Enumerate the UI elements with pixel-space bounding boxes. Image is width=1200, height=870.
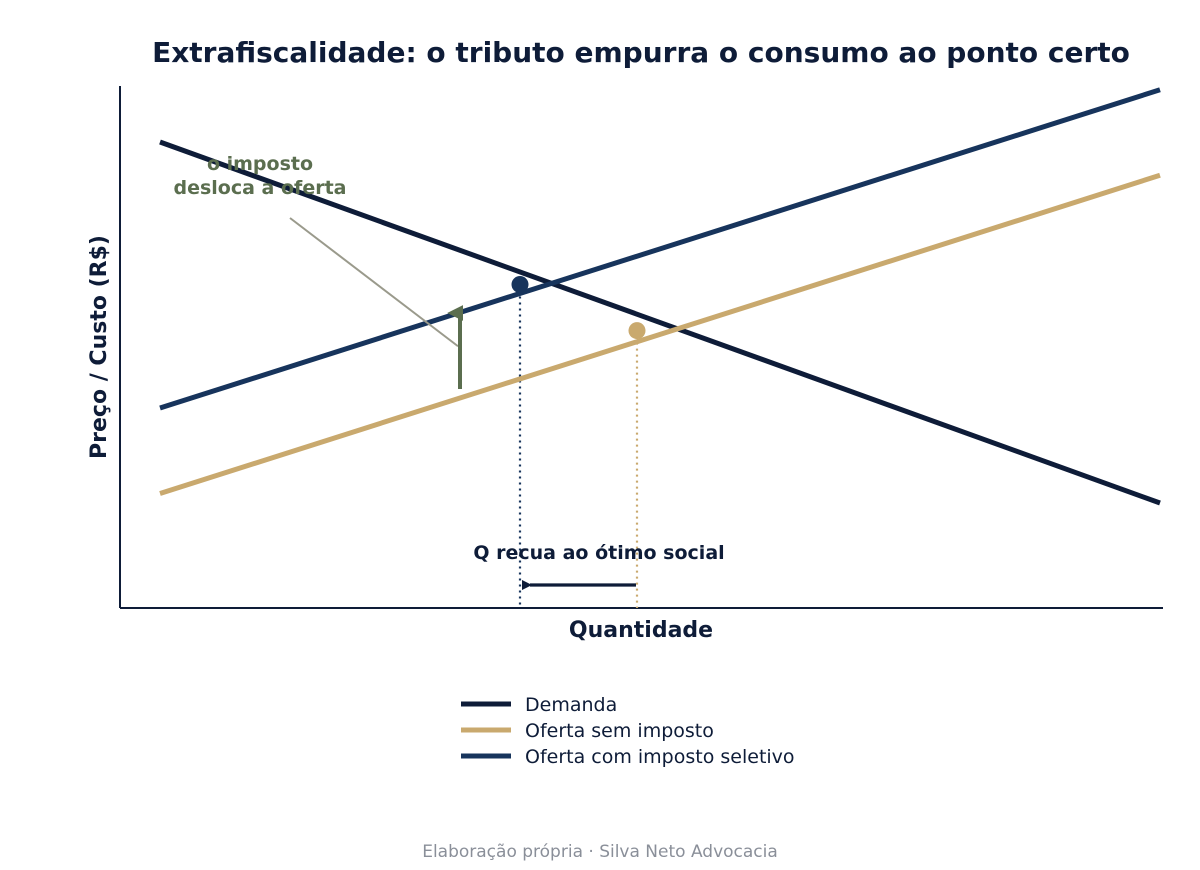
guide-lines [518,284,639,608]
series-line-1 [159,139,1161,506]
legend-label-3: Oferta com imposto seletivo [525,746,795,768]
footer-credit: Elaboração própria · Silva Neto Advocaci… [422,842,778,862]
annotation-layer: o imposto desloca a oferta Q recua ao ót… [174,153,725,591]
y-axis-label: Preço / Custo (R$) [87,235,112,459]
series-layer [159,87,1161,506]
series-line-3 [159,87,1161,411]
equilibrium-point-1 [511,276,529,293]
legend-label-2: Oferta sem imposto [525,720,714,742]
legend: Demanda Oferta sem imposto Oferta com impo… [461,694,795,768]
tax-shift-label-line1: o imposto [207,153,313,175]
tax-shift-label-line2: desloca a oferta [174,177,347,199]
legend-label-1: Demanda [525,694,617,716]
quantity-shift-label: Q recua ao ótimo social [473,542,724,564]
tax-shift-pointer-line [289,217,459,348]
chart-title: Extrafiscalidade: o tributo empurra o co… [152,36,1130,69]
x-axis-label: Quantidade [569,618,713,643]
axes [119,86,1163,609]
series-line-2 [159,172,1161,496]
points-layer [511,276,646,340]
equilibrium-point-2 [628,322,646,340]
